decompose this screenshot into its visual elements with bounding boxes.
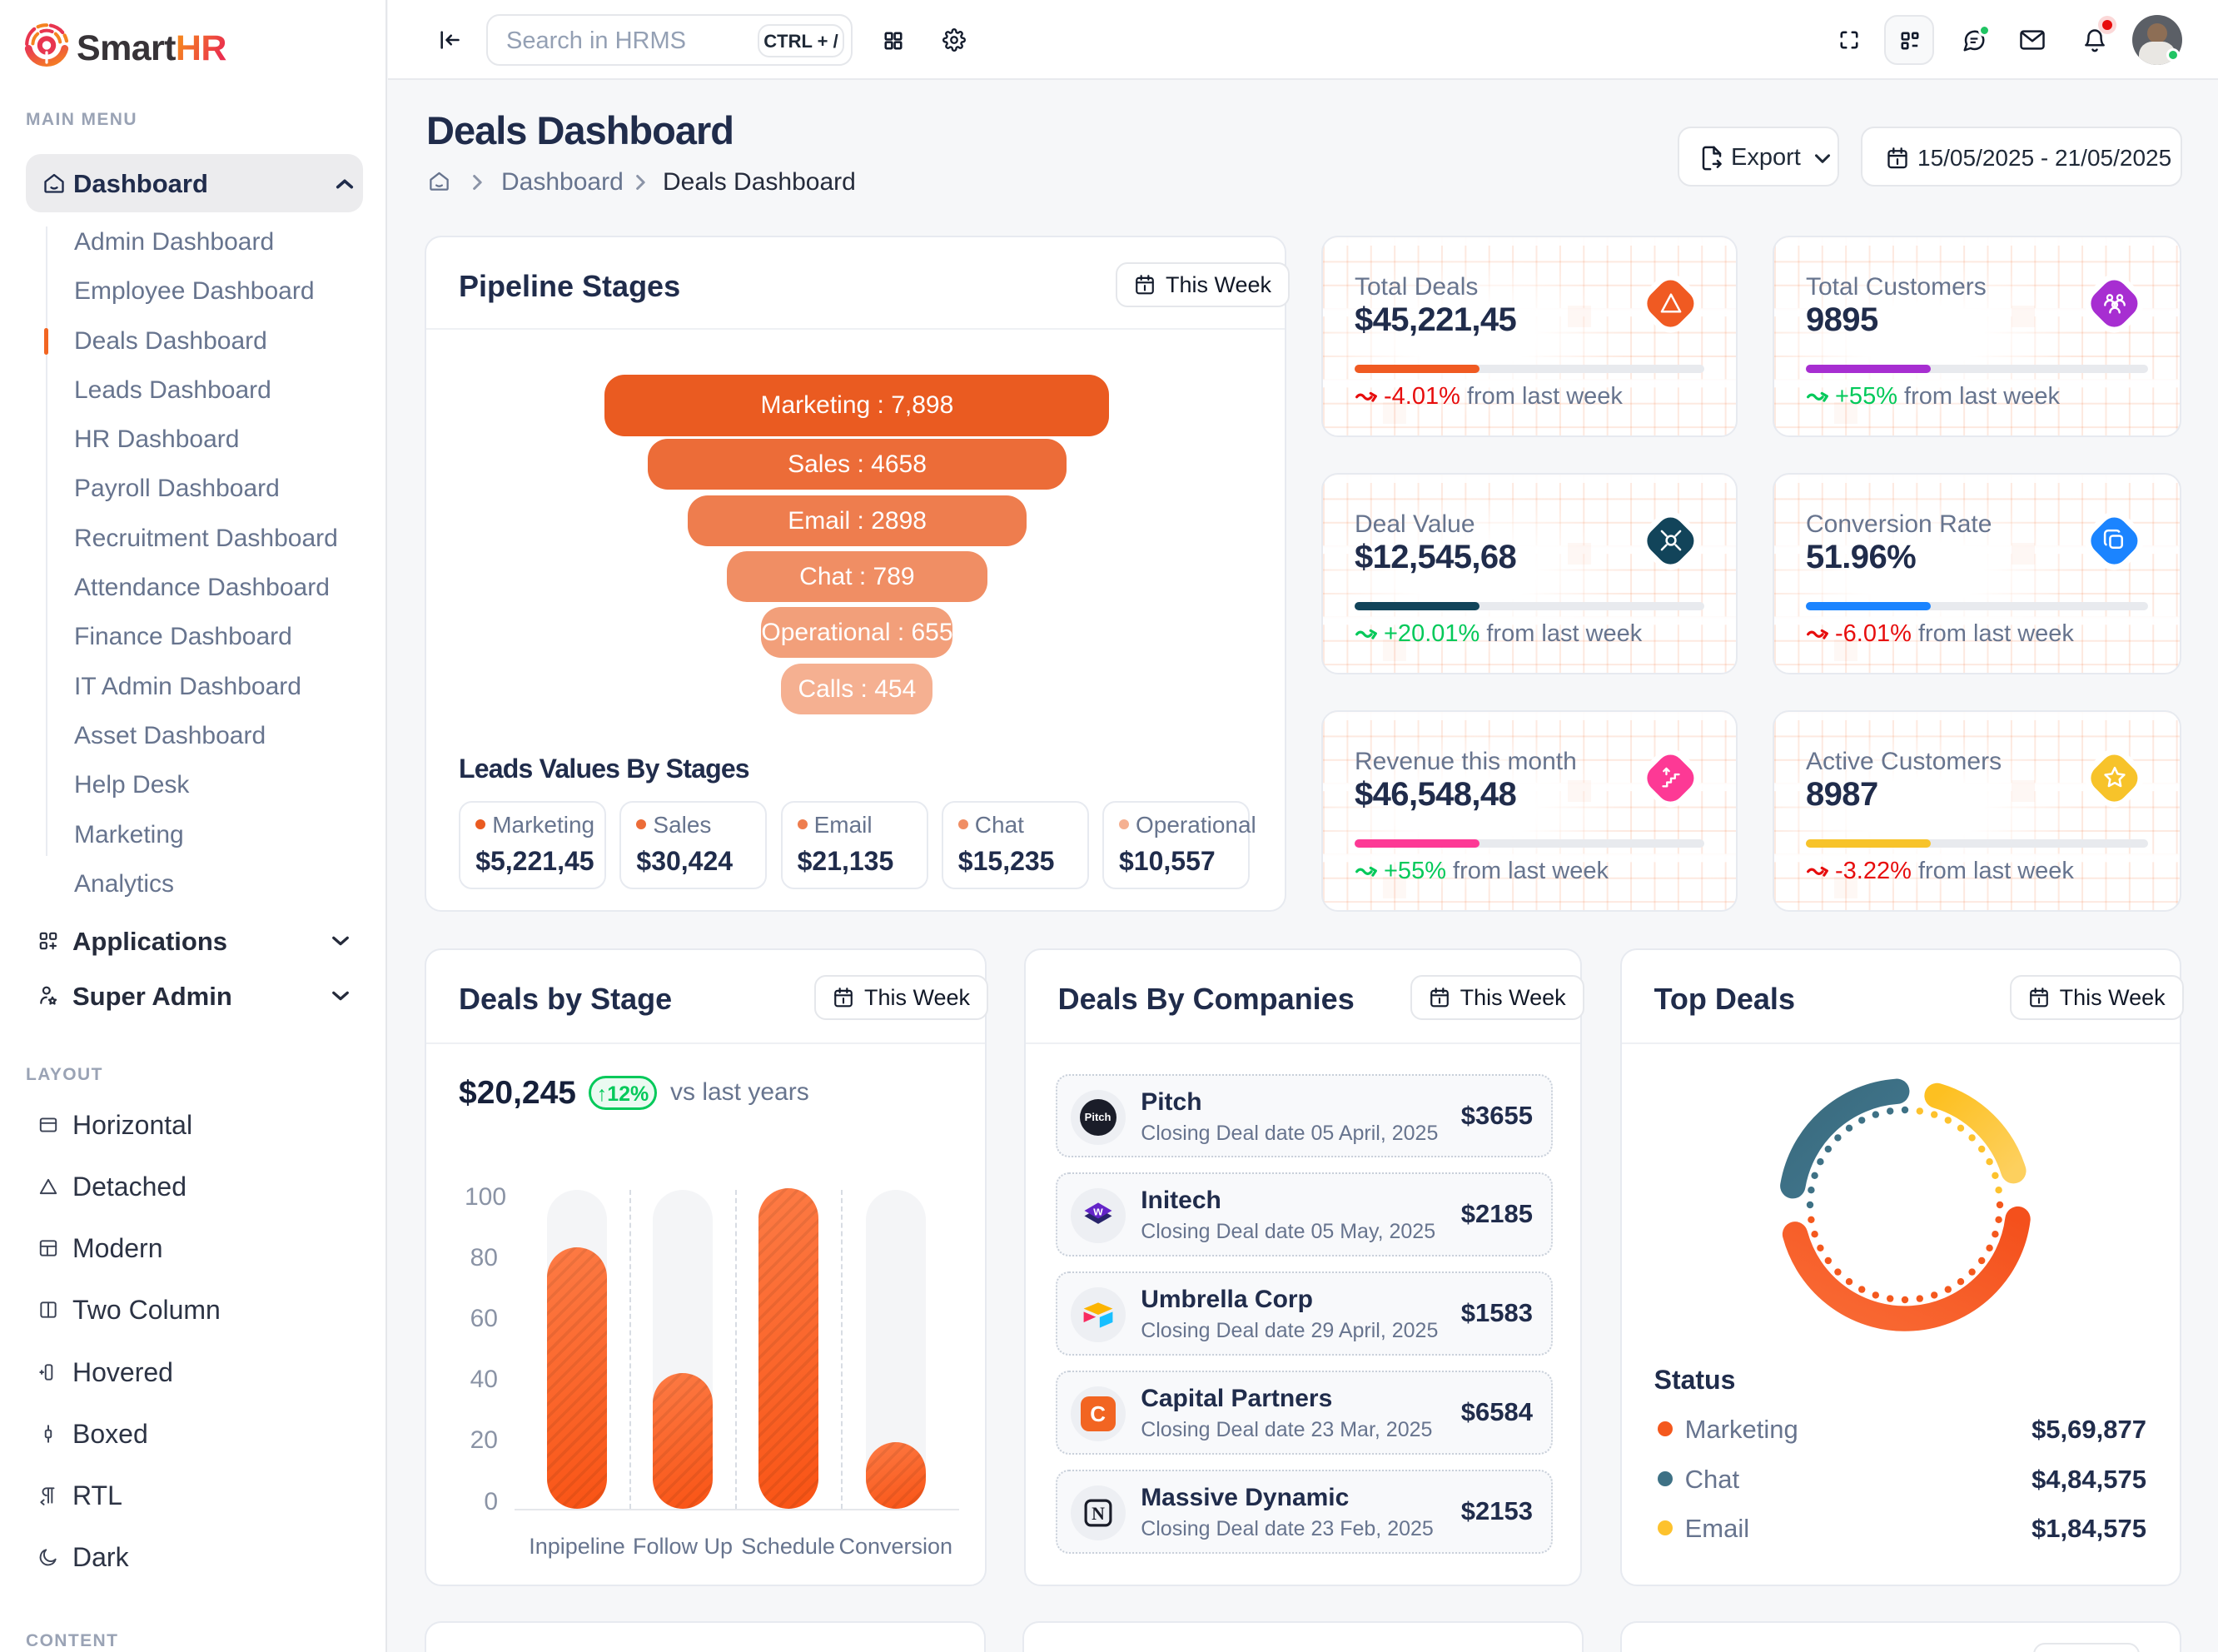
svg-text:w: w <box>1092 1206 1103 1219</box>
svg-text:N: N <box>1092 1504 1105 1524</box>
